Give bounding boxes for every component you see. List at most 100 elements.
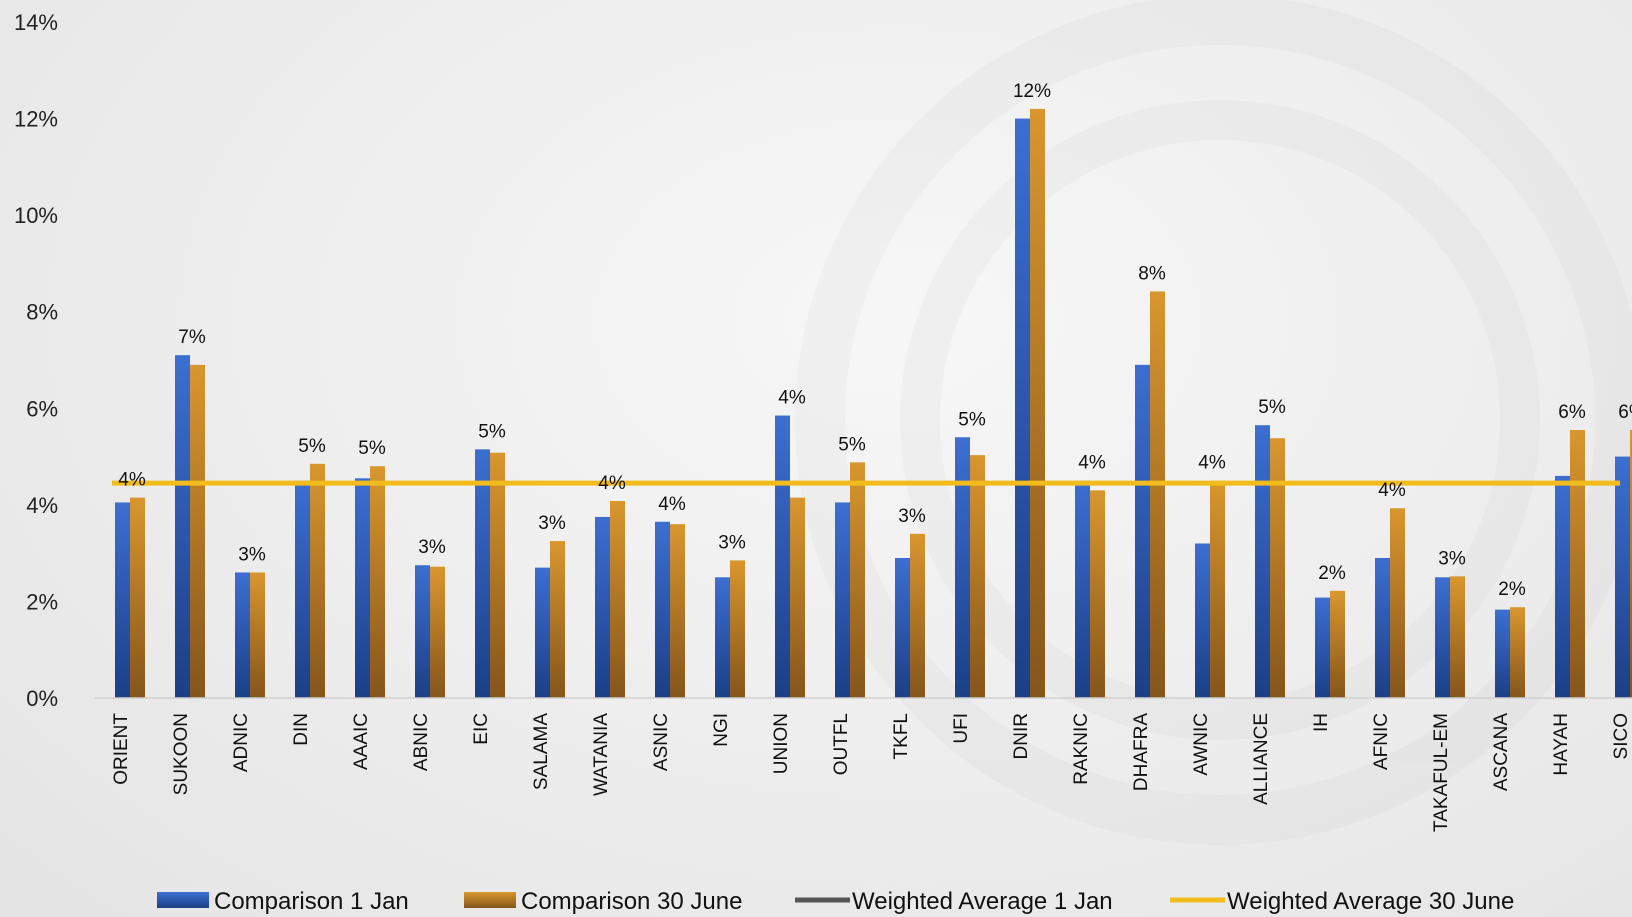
bars <box>115 108 1632 699</box>
x-tick-label: AFNIC <box>1371 713 1392 770</box>
bar <box>1075 480 1090 698</box>
data-label: 7% <box>178 327 206 348</box>
y-tick-label: 0% <box>26 686 58 711</box>
x-tick-label: TKFL <box>891 713 912 759</box>
legend-label: Comparison 1 Jan <box>214 888 409 915</box>
x-tick-label: ASNIC <box>651 713 672 771</box>
bar <box>910 533 925 698</box>
bar <box>790 497 805 698</box>
x-tick-label: EIC <box>471 713 492 745</box>
x-tick-label: AWNIC <box>1191 713 1212 776</box>
data-label: 4% <box>658 494 686 515</box>
bar <box>1330 590 1345 698</box>
y-tick-label: 8% <box>26 300 58 325</box>
bar <box>430 566 445 698</box>
x-tick-label: SICO <box>1611 713 1632 759</box>
data-label: 3% <box>1438 548 1466 569</box>
x-tick-label: UNION <box>771 713 792 774</box>
legend-label: Weighted Average 30 June <box>1227 888 1514 915</box>
data-label: 3% <box>538 513 566 534</box>
bar <box>895 557 910 698</box>
x-tick-label: ALLIANCE <box>1251 713 1272 805</box>
bar <box>235 572 250 698</box>
bar <box>1630 430 1632 698</box>
bar <box>1375 557 1390 698</box>
x-tick-label: OUTFL <box>831 713 852 775</box>
x-axis: ORIENT SUKOON ADNIC DIN AAAIC ABNIC EIC SALAMA W… <box>95 697 1632 832</box>
y-tick-label: 6% <box>26 396 58 421</box>
bar <box>715 577 730 698</box>
data-label: 5% <box>298 436 326 457</box>
bar <box>1270 438 1285 698</box>
x-tick-label: SALAMA <box>531 713 552 790</box>
x-tick-label: ADNIC <box>231 713 252 772</box>
y-tick-label: 14% <box>14 10 58 35</box>
data-label: 3% <box>898 506 926 527</box>
legend-swatch <box>464 892 516 908</box>
legend: Comparison 1 Jan Comparison 30 June Weight… <box>157 888 1514 915</box>
data-label: 4% <box>1378 480 1406 501</box>
x-tick-label: ABNIC <box>411 713 432 771</box>
bar <box>310 463 325 698</box>
data-label: 4% <box>118 470 146 491</box>
data-label: 4% <box>778 388 806 409</box>
bar <box>1135 364 1150 698</box>
y-tick-label: 12% <box>14 107 58 132</box>
bar <box>535 567 550 698</box>
bar <box>295 480 310 698</box>
data-label: 8% <box>1138 263 1166 284</box>
bar <box>1510 607 1525 698</box>
x-tick-label: RAKNIC <box>1071 713 1092 785</box>
x-tick-label: TAKAFUL-EM <box>1431 713 1452 832</box>
bar <box>1435 577 1450 698</box>
data-label: 4% <box>1078 453 1106 474</box>
bar <box>655 521 670 698</box>
data-label: 2% <box>1318 563 1346 584</box>
data-label: 5% <box>838 434 866 455</box>
data-label: 4% <box>1198 453 1226 474</box>
bar <box>730 560 745 698</box>
bar <box>550 541 565 698</box>
bar <box>670 524 685 698</box>
bar <box>1195 543 1210 698</box>
bar <box>1030 108 1045 698</box>
bar <box>250 572 265 698</box>
x-tick-label: DHAFRA <box>1131 713 1152 791</box>
data-label: 12% <box>1013 81 1051 102</box>
bar <box>175 355 190 698</box>
x-tick-label: AAAIC <box>351 713 372 770</box>
y-tick-label: 2% <box>26 589 58 614</box>
legend-item: Comparison 30 June <box>464 888 742 915</box>
bar <box>1555 475 1570 698</box>
x-tick-label: ORIENT <box>111 713 132 785</box>
data-label: 5% <box>958 409 986 430</box>
x-tick-label: UFI <box>951 713 972 744</box>
data-label: 2% <box>1498 579 1526 600</box>
x-tick-label: ASCANA <box>1491 713 1512 791</box>
bar <box>1090 490 1105 698</box>
y-axis: 0% 2% 4% 6% 8% 10% 12% 14% <box>14 10 58 711</box>
data-label: 3% <box>238 544 266 565</box>
y-tick-label: 10% <box>14 203 58 228</box>
legend-swatch <box>157 892 209 908</box>
bar <box>1255 425 1270 698</box>
legend-item: Comparison 1 Jan <box>157 888 409 915</box>
x-tick-label: HAYAH <box>1551 713 1572 776</box>
data-label: 5% <box>478 421 506 442</box>
data-labels: 4% 7% 3% 5% 5% 3% 5% 3% 4% 4% 3% 4% 5% 3% 5% 12% 4% 8% 4% 5… <box>118 81 1632 600</box>
y-tick-label: 4% <box>26 493 58 518</box>
bar <box>595 516 610 698</box>
bar <box>1315 597 1330 698</box>
bar <box>355 478 370 698</box>
bar <box>490 452 505 698</box>
bar <box>415 565 430 698</box>
data-label: 6% <box>1618 402 1632 423</box>
data-label: 4% <box>598 473 626 494</box>
data-label: 5% <box>358 438 386 459</box>
bar <box>475 449 490 698</box>
bar <box>850 462 865 698</box>
bar <box>970 455 985 698</box>
bar <box>1570 430 1585 698</box>
bar <box>370 466 385 698</box>
x-tick-label: NGI <box>711 713 732 747</box>
